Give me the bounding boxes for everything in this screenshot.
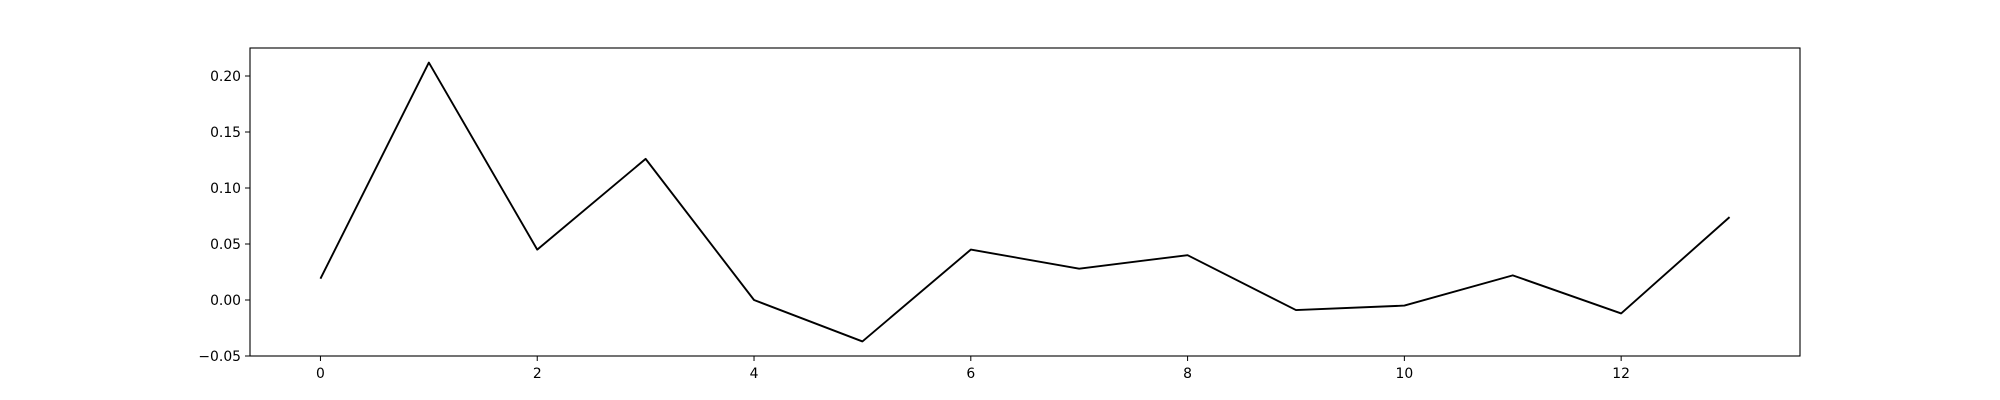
y-axis: −0.05 0.00 0.05 0.10 0.15 0.20 — [198, 69, 250, 365]
plot-area-frame — [249, 47, 1801, 357]
y-tick-label: 0.00 — [210, 293, 241, 309]
x-tick-label: 10 — [1396, 366, 1414, 382]
y-tick-label: 0.05 — [210, 237, 241, 253]
series-line-0 — [319, 61, 1731, 343]
x-tick-label: 6 — [966, 366, 975, 382]
y-tick-label: 0.20 — [210, 69, 241, 85]
x-tick-label: 12 — [1612, 366, 1630, 382]
x-tick-label: 2 — [533, 366, 542, 382]
x-tick-label: 0 — [316, 366, 325, 382]
x-tick-label: 4 — [750, 366, 759, 382]
y-tick-label: 0.10 — [210, 181, 241, 197]
x-tick-label: 8 — [1183, 366, 1192, 382]
y-tick-label: 0.15 — [210, 125, 241, 141]
x-axis: 0 2 4 6 8 10 12 — [316, 356, 1630, 382]
series-layer — [319, 61, 1731, 343]
y-tick-label: −0.05 — [198, 349, 241, 365]
